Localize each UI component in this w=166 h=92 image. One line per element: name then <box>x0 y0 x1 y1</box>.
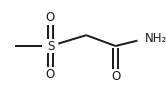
Text: O: O <box>46 11 55 24</box>
Text: O: O <box>46 68 55 81</box>
Text: S: S <box>47 39 54 53</box>
Text: NH₂: NH₂ <box>145 32 166 45</box>
Text: O: O <box>111 70 120 83</box>
